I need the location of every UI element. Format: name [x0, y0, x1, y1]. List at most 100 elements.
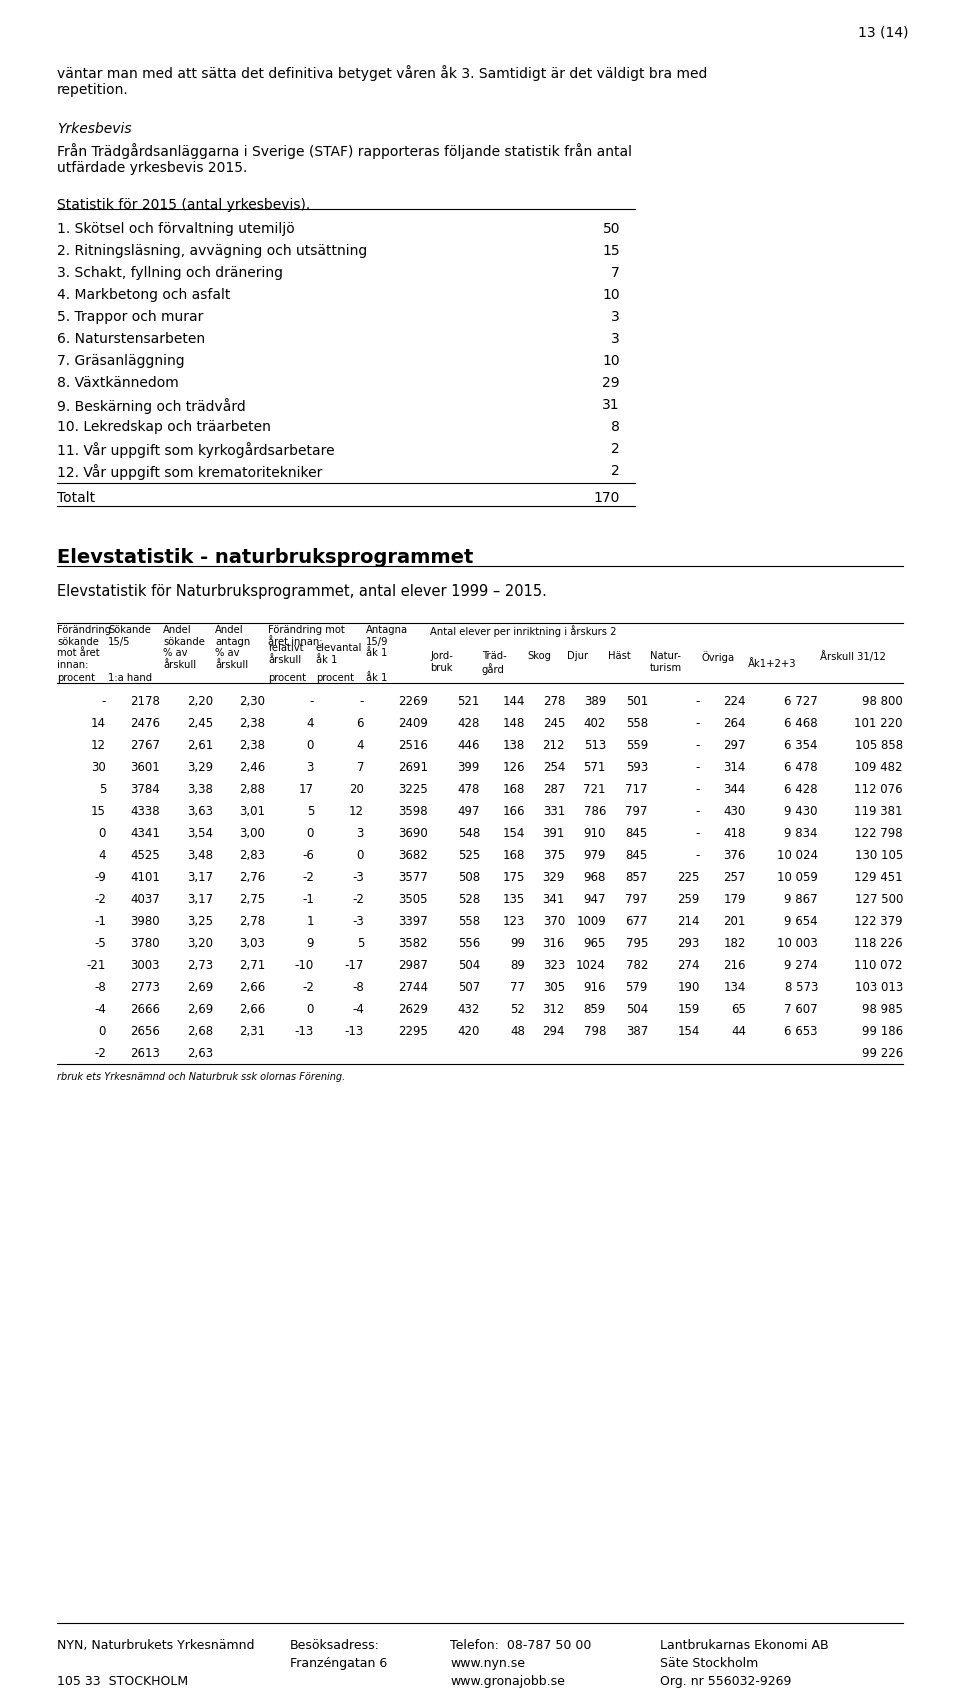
Text: Skog: Skog [527, 650, 551, 661]
Text: 6 354: 6 354 [784, 739, 818, 753]
Text: 2,20: 2,20 [187, 695, 213, 708]
Text: 2,63: 2,63 [187, 1046, 213, 1060]
Text: 225: 225 [678, 871, 700, 884]
Text: rbruk ets Yrkesnämnd och Naturbruk ssk olornas Förening.: rbruk ets Yrkesnämnd och Naturbruk ssk o… [57, 1072, 346, 1082]
Text: 99: 99 [510, 937, 525, 951]
Text: 2409: 2409 [398, 717, 428, 731]
Text: procent: procent [57, 673, 95, 683]
Text: 6. Naturstensarbeten: 6. Naturstensarbeten [57, 331, 205, 347]
Text: -1: -1 [94, 915, 106, 929]
Text: relativt
årskull: relativt årskull [268, 644, 303, 664]
Text: Förändring mot
året innan:: Förändring mot året innan: [268, 625, 345, 647]
Text: 3582: 3582 [398, 937, 428, 951]
Text: 1:a hand: 1:a hand [108, 673, 152, 683]
Text: 3,03: 3,03 [239, 937, 265, 951]
Text: 4: 4 [99, 848, 106, 862]
Text: 154: 154 [678, 1024, 700, 1038]
Text: 2. Ritningsläsning, avvägning och utsättning: 2. Ritningsläsning, avvägning och utsätt… [57, 244, 368, 258]
Text: 548: 548 [458, 826, 480, 840]
Text: 29: 29 [602, 376, 620, 389]
Text: 6: 6 [356, 717, 364, 731]
Text: 3690: 3690 [398, 826, 428, 840]
Text: Andel
sökande
% av
årskull: Andel sökande % av årskull [163, 625, 204, 669]
Text: 297: 297 [724, 739, 746, 753]
Text: 166: 166 [502, 806, 525, 818]
Text: 3598: 3598 [398, 806, 428, 818]
Text: 3601: 3601 [131, 761, 160, 773]
Text: 3,20: 3,20 [187, 937, 213, 951]
Text: -2: -2 [302, 871, 314, 884]
Text: 2613: 2613 [131, 1046, 160, 1060]
Text: 10 003: 10 003 [778, 937, 818, 951]
Text: 478: 478 [458, 784, 480, 795]
Text: 2516: 2516 [398, 739, 428, 753]
Text: 8. Växtkännedom: 8. Växtkännedom [57, 376, 179, 389]
Text: 129 451: 129 451 [854, 871, 903, 884]
Text: -: - [360, 695, 364, 708]
Text: 190: 190 [678, 982, 700, 993]
Text: 2,71: 2,71 [239, 959, 265, 971]
Text: 44: 44 [731, 1024, 746, 1038]
Text: 216: 216 [724, 959, 746, 971]
Text: 1024: 1024 [576, 959, 606, 971]
Text: Telefon:  08-787 50 00: Telefon: 08-787 50 00 [450, 1639, 591, 1652]
Text: 6 478: 6 478 [784, 761, 818, 773]
Text: -2: -2 [94, 1046, 106, 1060]
Text: 0: 0 [306, 1004, 314, 1016]
Text: 10. Lekredskap och träarbeten: 10. Lekredskap och träarbeten [57, 420, 271, 434]
Text: Franzéngatan 6: Franzéngatan 6 [290, 1657, 387, 1669]
Text: 508: 508 [458, 871, 480, 884]
Text: 4338: 4338 [131, 806, 160, 818]
Text: 159: 159 [678, 1004, 700, 1016]
Text: 432: 432 [458, 1004, 480, 1016]
Text: 376: 376 [724, 848, 746, 862]
Text: 446: 446 [458, 739, 480, 753]
Text: 968: 968 [584, 871, 606, 884]
Text: 3225: 3225 [398, 784, 428, 795]
Text: 2773: 2773 [131, 982, 160, 993]
Text: 2,46: 2,46 [239, 761, 265, 773]
Text: Totalt: Totalt [57, 492, 95, 505]
Text: 201: 201 [724, 915, 746, 929]
Text: 2,38: 2,38 [239, 717, 265, 731]
Text: 845: 845 [626, 848, 648, 862]
Text: Andel
antagn
% av
årskull: Andel antagn % av årskull [215, 625, 251, 669]
Text: Åk1+2+3: Åk1+2+3 [748, 659, 797, 669]
Text: 571: 571 [584, 761, 606, 773]
Text: 798: 798 [584, 1024, 606, 1038]
Text: 2744: 2744 [398, 982, 428, 993]
Text: 3: 3 [306, 761, 314, 773]
Text: 6 468: 6 468 [784, 717, 818, 731]
Text: 3980: 3980 [131, 915, 160, 929]
Text: Djur: Djur [567, 650, 588, 661]
Text: 2,76: 2,76 [239, 871, 265, 884]
Text: -17: -17 [345, 959, 364, 971]
Text: 4341: 4341 [131, 826, 160, 840]
Text: 2767: 2767 [130, 739, 160, 753]
Text: 110 072: 110 072 [854, 959, 903, 971]
Text: 5: 5 [99, 784, 106, 795]
Text: 119 381: 119 381 [854, 806, 903, 818]
Text: -2: -2 [352, 893, 364, 906]
Text: 4101: 4101 [131, 871, 160, 884]
Text: 2,68: 2,68 [187, 1024, 213, 1038]
Text: 9 654: 9 654 [784, 915, 818, 929]
Text: 6 653: 6 653 [784, 1024, 818, 1038]
Text: 10 024: 10 024 [777, 848, 818, 862]
Text: 99 186: 99 186 [862, 1024, 903, 1038]
Text: 845: 845 [626, 826, 648, 840]
Text: 170: 170 [593, 492, 620, 505]
Text: 857: 857 [626, 871, 648, 884]
Text: 2: 2 [612, 442, 620, 456]
Text: Org. nr 556032-9269: Org. nr 556032-9269 [660, 1675, 791, 1688]
Text: 123: 123 [503, 915, 525, 929]
Text: 98 985: 98 985 [862, 1004, 903, 1016]
Text: 316: 316 [542, 937, 565, 951]
Text: 9 867: 9 867 [784, 893, 818, 906]
Text: 112 076: 112 076 [854, 784, 903, 795]
Text: 1009: 1009 [576, 915, 606, 929]
Text: 305: 305 [542, 982, 565, 993]
Text: 2: 2 [612, 464, 620, 478]
Text: 430: 430 [724, 806, 746, 818]
Text: 795: 795 [626, 937, 648, 951]
